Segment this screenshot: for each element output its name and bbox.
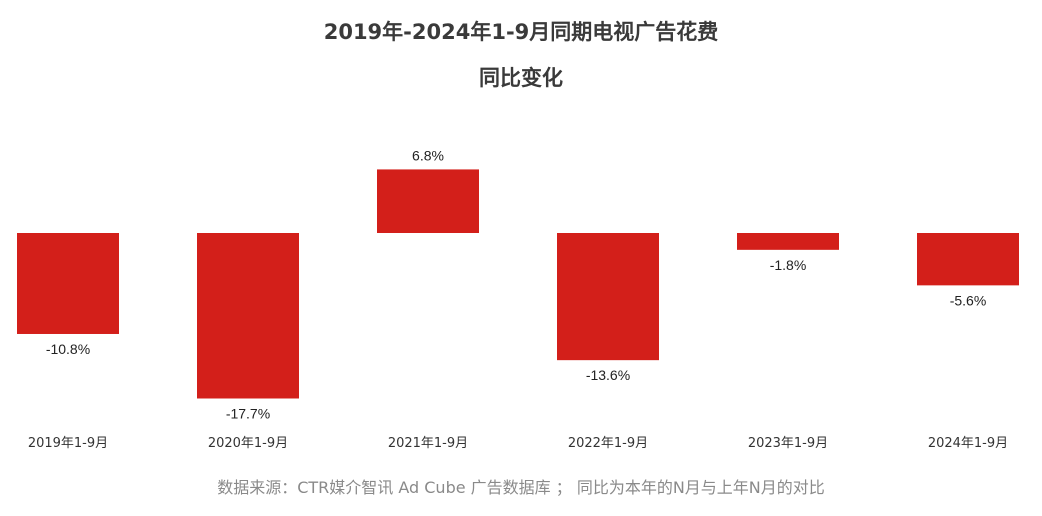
value-label-5: -5.6%	[950, 292, 987, 308]
bar-3	[557, 233, 659, 361]
bar-0	[17, 233, 119, 334]
bar-2	[377, 169, 479, 233]
bar-4	[737, 233, 839, 250]
category-label-5: 2024年1-9月	[928, 436, 1008, 451]
bar-1	[197, 233, 299, 399]
bar-chart: -10.8% 2019年1-9月 -17.7% 2020年1-9月 6.8% 2021年1…	[17, 147, 1019, 451]
category-label-0: 2019年1-9月	[28, 436, 108, 451]
value-label-0: -10.8%	[46, 341, 90, 357]
value-label-1: -17.7%	[226, 405, 270, 421]
category-label-3: 2022年1-9月	[568, 436, 648, 451]
category-label-4: 2023年1-9月	[748, 436, 828, 451]
category-label-2: 2021年1-9月	[388, 436, 468, 451]
chart-title: 2019年-2024年1-9月同期电视广告花费	[323, 20, 719, 44]
value-label-2: 6.8%	[412, 147, 444, 163]
value-label-3: -13.6%	[586, 367, 630, 383]
bar-5	[917, 233, 1019, 286]
source-note: 数据来源：CTR媒介智讯 Ad Cube 广告数据库 ； 同比为本年的N月与上年…	[217, 478, 825, 497]
chart-subtitle: 同比变化	[479, 66, 563, 90]
category-label-1: 2020年1-9月	[208, 436, 288, 451]
value-label-4: -1.8%	[770, 257, 807, 273]
